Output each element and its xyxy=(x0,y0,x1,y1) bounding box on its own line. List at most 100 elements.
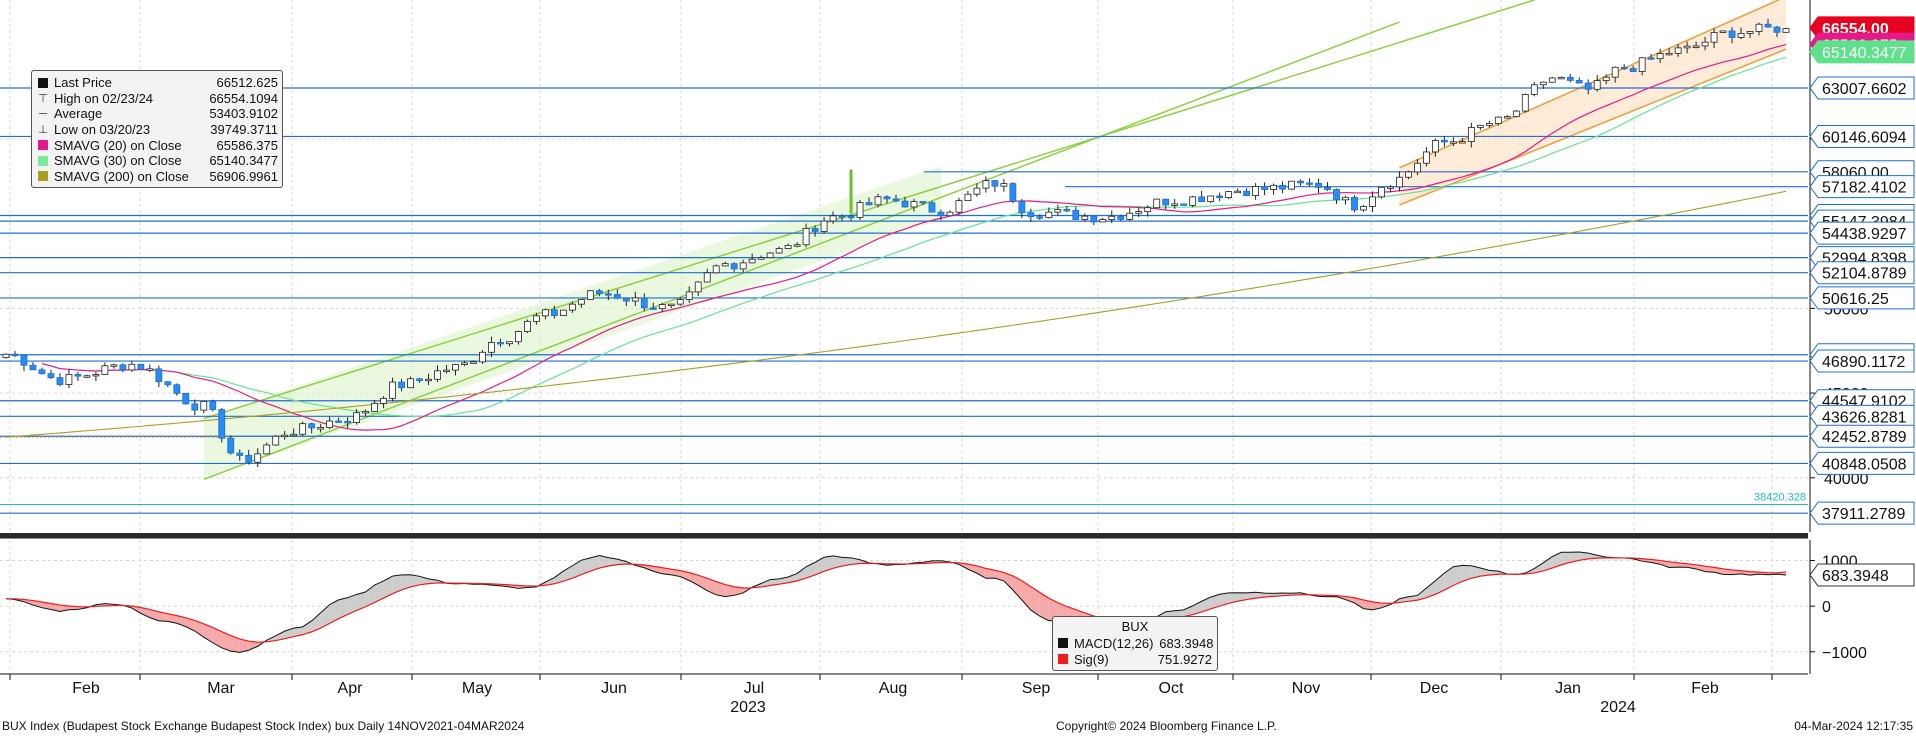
candle-up xyxy=(1225,191,1233,199)
macd-histogram-area xyxy=(770,578,780,586)
macd-histogram-area xyxy=(1471,565,1481,579)
candle-down xyxy=(335,420,343,423)
candle-up xyxy=(856,202,864,218)
candle-up xyxy=(703,272,711,283)
macd-histogram-area xyxy=(1255,592,1265,599)
price-label-text: 60146.6094 xyxy=(1822,129,1907,146)
macd-histogram-area xyxy=(1696,564,1706,572)
macd-histogram-area xyxy=(617,559,627,565)
candle-down xyxy=(865,202,873,206)
candle-up xyxy=(299,423,307,435)
macd-swatch xyxy=(1058,638,1068,648)
price-label-text: 63007.6602 xyxy=(1822,81,1907,98)
time-axis-month-label: Jun xyxy=(601,680,627,697)
recent-channel-lower-line xyxy=(1399,48,1787,206)
macd-histogram-area xyxy=(158,611,168,622)
candle-up xyxy=(748,258,756,264)
candle-down xyxy=(1018,200,1026,214)
candle-up xyxy=(1360,206,1367,211)
candle-up xyxy=(1656,53,1664,60)
price-label-text: 37911.2789 xyxy=(1822,506,1905,523)
candle-down xyxy=(416,378,423,381)
legend-row: SMAVG (20) on Close 65586.375 xyxy=(38,137,278,153)
legend-row: SMAVG (200) on Close 56906.9961 xyxy=(38,169,278,185)
candle-down xyxy=(1306,182,1313,185)
time-axis-year-label: 2024 xyxy=(1600,699,1636,716)
candle-up xyxy=(559,309,567,316)
candle-down xyxy=(1584,82,1592,90)
candle-up xyxy=(982,180,990,189)
time-axis-month-label: Feb xyxy=(72,680,100,697)
time-axis-month-label: Oct xyxy=(1159,680,1184,697)
macd-histogram-area xyxy=(1192,601,1202,615)
candle-up xyxy=(1494,116,1502,124)
macd-histogram-area xyxy=(689,572,699,586)
candle-down xyxy=(883,196,891,200)
candle-down xyxy=(308,423,316,429)
candle-up xyxy=(1171,203,1179,206)
candle-up xyxy=(146,368,154,371)
macd-histogram-area xyxy=(1246,592,1256,600)
legend-label: SMAVG (200) on Close xyxy=(54,168,189,184)
macd-histogram-area xyxy=(329,599,339,624)
candle-up xyxy=(658,304,666,310)
macd-axis-tick-label: −1000 xyxy=(1822,645,1867,662)
macd-histogram-area xyxy=(140,607,150,618)
candle-up xyxy=(1683,45,1691,49)
macd-histogram-area xyxy=(248,641,258,651)
macd-histogram-area xyxy=(167,613,177,624)
candle-down xyxy=(1117,215,1125,220)
candle-up xyxy=(1378,186,1385,198)
price-label-text: 54438.9297 xyxy=(1822,226,1907,243)
macd-histogram-area xyxy=(1669,561,1679,568)
time-axis-month-label: Apr xyxy=(338,680,364,697)
candle-down xyxy=(730,263,738,270)
candle-down xyxy=(1009,183,1017,202)
candle-up xyxy=(65,373,73,385)
candle-up xyxy=(739,262,747,270)
candle-up xyxy=(1458,141,1466,144)
candle-up xyxy=(263,444,271,455)
candle-up xyxy=(389,381,396,399)
legend-value: 66512.625 xyxy=(216,75,278,91)
candle-down xyxy=(245,455,253,463)
legend-value: 53403.9102 xyxy=(209,106,278,122)
price-label-box xyxy=(1809,124,1915,148)
candle-up xyxy=(1665,52,1673,56)
candle-up xyxy=(1369,196,1376,207)
macd-histogram-area xyxy=(967,564,977,574)
candle-up xyxy=(631,297,639,302)
time-axis-month-label: May xyxy=(462,680,492,697)
candle-up xyxy=(317,427,325,430)
macd-histogram-area xyxy=(1021,580,1031,611)
candle-up xyxy=(1467,127,1475,142)
macd-histogram-area xyxy=(338,597,348,619)
uptrend-channel-fill xyxy=(203,166,941,480)
candle-down xyxy=(811,227,819,232)
time-axis-year-label: 2023 xyxy=(730,699,766,716)
candle-down xyxy=(892,198,900,202)
macd-histogram-area xyxy=(230,635,240,653)
macd-histogram-area xyxy=(662,567,672,575)
candle-down xyxy=(11,353,19,357)
candle-down xyxy=(1036,216,1044,219)
candle-up xyxy=(1387,186,1394,189)
candle-up xyxy=(461,362,468,365)
price-label-text: 42452.8789 xyxy=(1822,429,1907,446)
macd-histogram-area xyxy=(374,580,384,603)
candle-up xyxy=(425,378,432,382)
candle-down xyxy=(227,437,235,454)
price-label-text: 40848.0508 xyxy=(1822,456,1907,473)
macd-histogram-area xyxy=(761,579,771,587)
candle-up xyxy=(272,435,280,446)
macd-histogram-area xyxy=(707,578,717,595)
candle-up xyxy=(766,252,774,259)
candle-down xyxy=(1647,57,1655,60)
candle-up xyxy=(820,220,828,232)
candle-up xyxy=(452,364,459,371)
candle-up xyxy=(1638,57,1646,72)
macd-histogram-area xyxy=(797,566,807,581)
candle-down xyxy=(497,342,504,345)
candle-up xyxy=(1503,116,1511,119)
uptrend-channel-upper-line xyxy=(203,0,1535,420)
